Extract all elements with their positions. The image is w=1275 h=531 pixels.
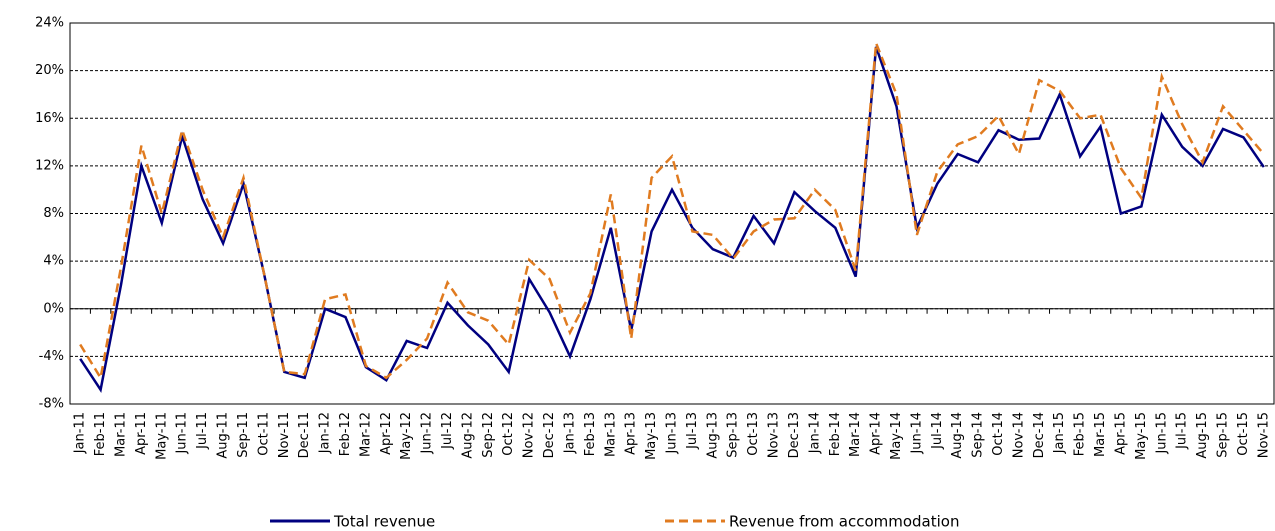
x-tick-label: May-13 — [644, 412, 659, 460]
x-tick-label: Feb-11 — [93, 412, 108, 456]
x-tick-label: Mar-14 — [848, 412, 863, 457]
x-tick-label: Mar-13 — [603, 412, 618, 457]
x-tick-label: Aug-11 — [216, 412, 231, 459]
x-tick-label: Mar-12 — [358, 412, 373, 457]
x-tick-label: Dec-14 — [1032, 412, 1047, 458]
x-tick-label: Sep-12 — [481, 412, 496, 458]
x-tick-label: Jul-15 — [1175, 412, 1190, 450]
x-tick-label: Jun-14 — [909, 412, 924, 455]
x-tick-label: Aug-12 — [460, 412, 475, 459]
y-tick-label: 24% — [35, 16, 64, 31]
series-line — [79, 42, 1265, 382]
x-tick-label: May-11 — [154, 412, 169, 460]
x-tick-label: Jul-14 — [930, 412, 945, 450]
y-tick-label: 12% — [35, 158, 64, 173]
y-tick-label: -8% — [39, 397, 64, 412]
x-tick-label: Apr-15 — [1113, 412, 1128, 455]
x-tick-label: Apr-14 — [869, 412, 884, 455]
x-tick-label: Feb-13 — [583, 412, 598, 456]
x-tick-label: Oct-12 — [501, 412, 516, 456]
x-tick-label: Jan-15 — [1052, 412, 1067, 454]
x-tick-label: Nov-15 — [1256, 412, 1271, 458]
x-tick-label: Nov-13 — [767, 412, 782, 458]
x-tick-label: Apr-12 — [379, 412, 394, 455]
y-tick-label: -4% — [39, 349, 64, 364]
x-tick-label: Jan-12 — [318, 412, 333, 454]
y-tick-label: 8% — [43, 206, 64, 221]
x-tick-label: Dec-12 — [542, 412, 557, 458]
legend-label: Total revenue — [333, 513, 435, 531]
x-tick-label: Nov-12 — [522, 412, 537, 458]
x-tick-label: Apr-13 — [624, 412, 639, 455]
x-tick-label: May-15 — [1134, 412, 1149, 460]
legend-label: Revenue from accommodation — [729, 513, 959, 531]
x-tick-label: Sep-11 — [236, 412, 251, 458]
x-tick-label: Sep-15 — [1215, 412, 1230, 458]
x-tick-label: Jan-11 — [73, 412, 88, 454]
x-tick-label: Jul-11 — [195, 412, 210, 450]
x-tick-label: Jul-12 — [440, 412, 455, 450]
x-tick-label: Feb-14 — [828, 412, 843, 456]
y-tick-label: 20% — [35, 63, 64, 78]
x-tick-label: Feb-12 — [338, 412, 353, 456]
x-tick-label: Apr-11 — [134, 412, 149, 455]
x-tick-label: Jun-13 — [665, 412, 680, 455]
x-tick-label: Oct-11 — [256, 412, 271, 456]
x-tick-label: Jan-13 — [562, 412, 577, 454]
x-tick-label: Sep-13 — [726, 412, 741, 458]
x-tick-label: Nov-14 — [1011, 412, 1026, 458]
x-tick-label: Jul-13 — [685, 412, 700, 450]
x-tick-label: Aug-13 — [705, 412, 720, 459]
y-tick-label: 0% — [43, 301, 64, 316]
x-tick-label: Mar-15 — [1093, 412, 1108, 457]
x-tick-label: Oct-14 — [991, 412, 1006, 456]
x-tick-label: Oct-13 — [746, 412, 761, 456]
x-tick-label: May-14 — [889, 412, 904, 460]
y-tick-label: 4% — [43, 254, 64, 269]
plot-border — [69, 22, 1275, 405]
x-tick-label: Dec-11 — [297, 412, 312, 458]
x-tick-label: May-12 — [399, 412, 414, 460]
x-tick-label: Aug-15 — [1195, 412, 1210, 459]
x-tick-label: Aug-14 — [950, 412, 965, 459]
x-tick-label: Oct-15 — [1236, 412, 1251, 456]
y-tick-label: 16% — [35, 111, 64, 126]
x-tick-label: Nov-11 — [277, 412, 292, 458]
x-tick-label: Jan-14 — [807, 412, 822, 454]
x-tick-label: Feb-15 — [1073, 412, 1088, 456]
x-tick-label: Jun-11 — [175, 412, 190, 455]
x-tick-label: Jun-15 — [1154, 412, 1169, 455]
series-line — [79, 46, 1265, 393]
x-tick-label: Sep-14 — [971, 412, 986, 458]
x-tick-label: Jun-12 — [420, 412, 435, 455]
x-tick-label: Mar-11 — [114, 412, 129, 457]
x-tick-label: Dec-13 — [787, 412, 802, 458]
